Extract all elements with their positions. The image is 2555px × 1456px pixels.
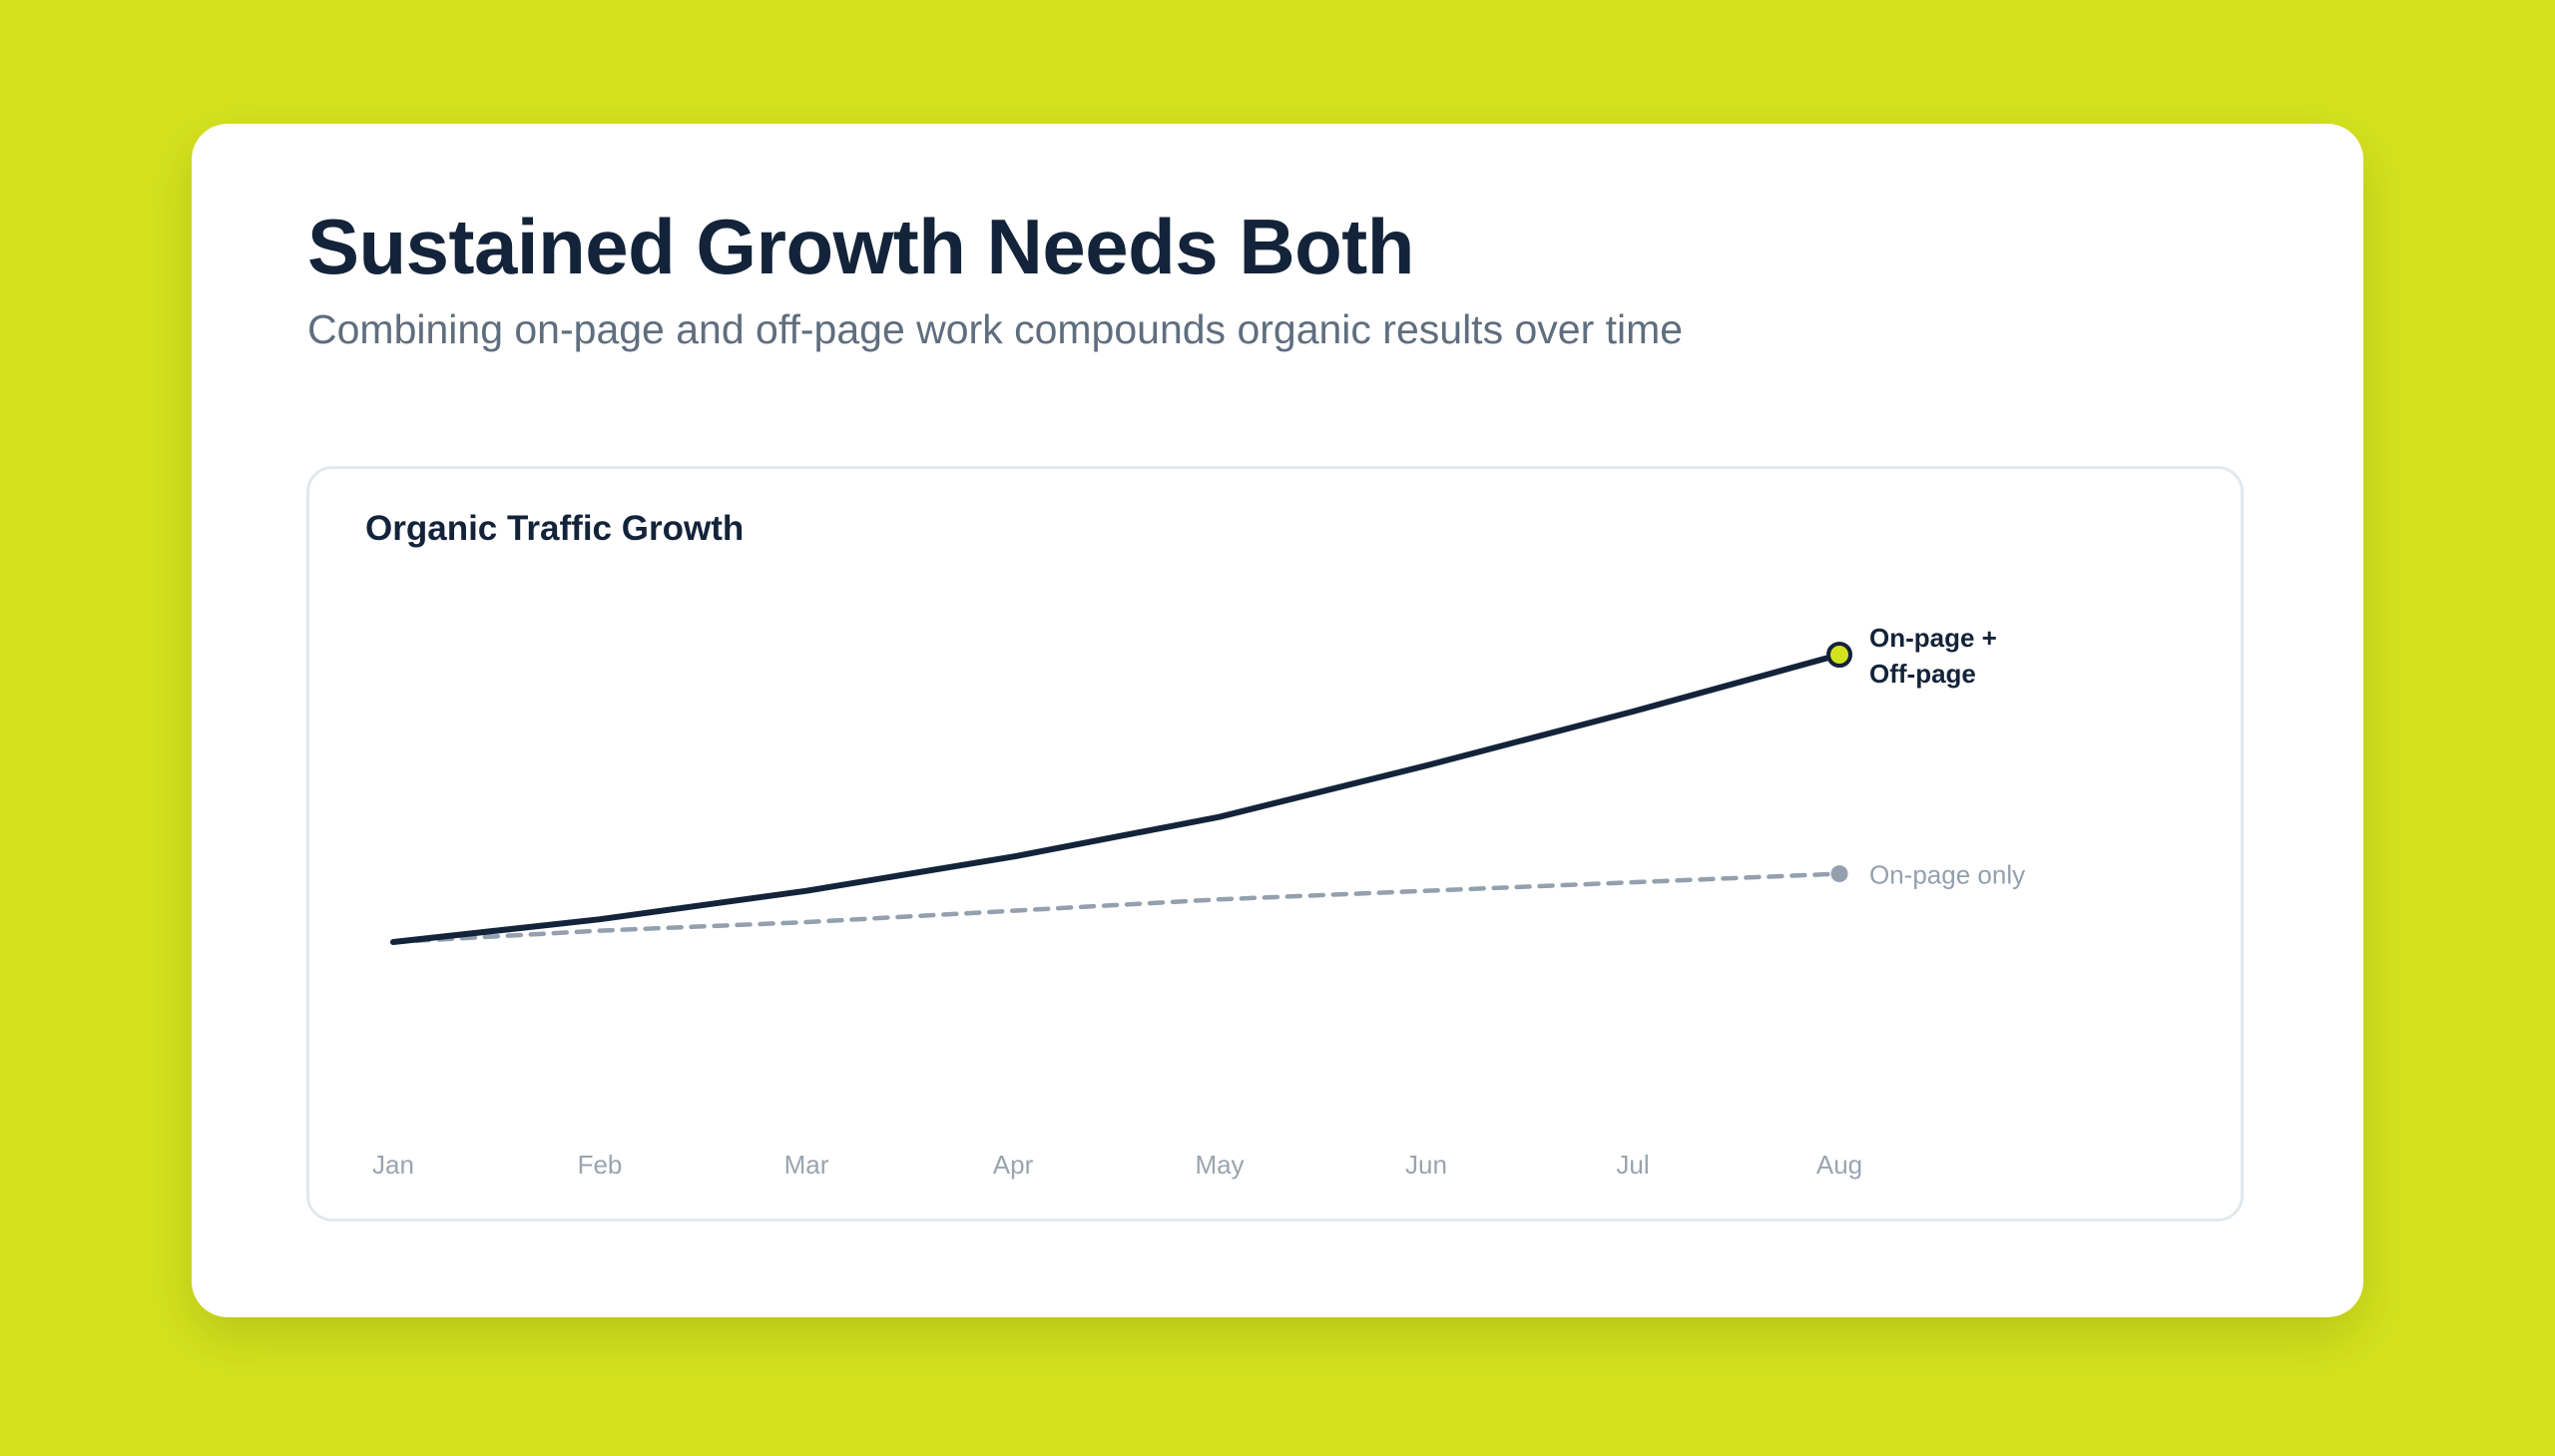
line-chart: Jan Feb Mar Apr May Jun Jul Aug On-page only On-p… [372, 623, 2025, 1180]
x-tick-label: Jan [372, 1150, 414, 1180]
x-tick-label: Mar [784, 1150, 829, 1180]
series-end-marker-combined [1826, 642, 1852, 668]
series-line-onpage-only [390, 871, 1842, 945]
page-title: Sustained Growth Needs Both [307, 203, 1414, 290]
chart-panel: Organic Traffic Growth Jan Feb Mar Apr May Ju… [306, 466, 2244, 1221]
x-tick-label: Feb [578, 1150, 623, 1180]
x-tick-label: May [1195, 1150, 1244, 1180]
series-label-onpage-only: On-page only [1869, 860, 2025, 890]
x-tick-label: Jun [1405, 1150, 1447, 1180]
series-end-marker-onpage-only [1830, 865, 1848, 883]
x-tick-label: Apr [993, 1150, 1034, 1180]
slide-card: Sustained Growth Needs Both Combining on… [192, 124, 2363, 1317]
series-label-combined: On-page + Off-page [1869, 623, 1997, 689]
x-tick-label: Jul [1616, 1150, 1649, 1180]
chart-title: Organic Traffic Growth [365, 509, 745, 548]
x-tick-label: Aug [1816, 1150, 1862, 1180]
series-line-combined [390, 652, 1842, 945]
page-subtitle: Combining on-page and off-page work comp… [307, 306, 1684, 352]
